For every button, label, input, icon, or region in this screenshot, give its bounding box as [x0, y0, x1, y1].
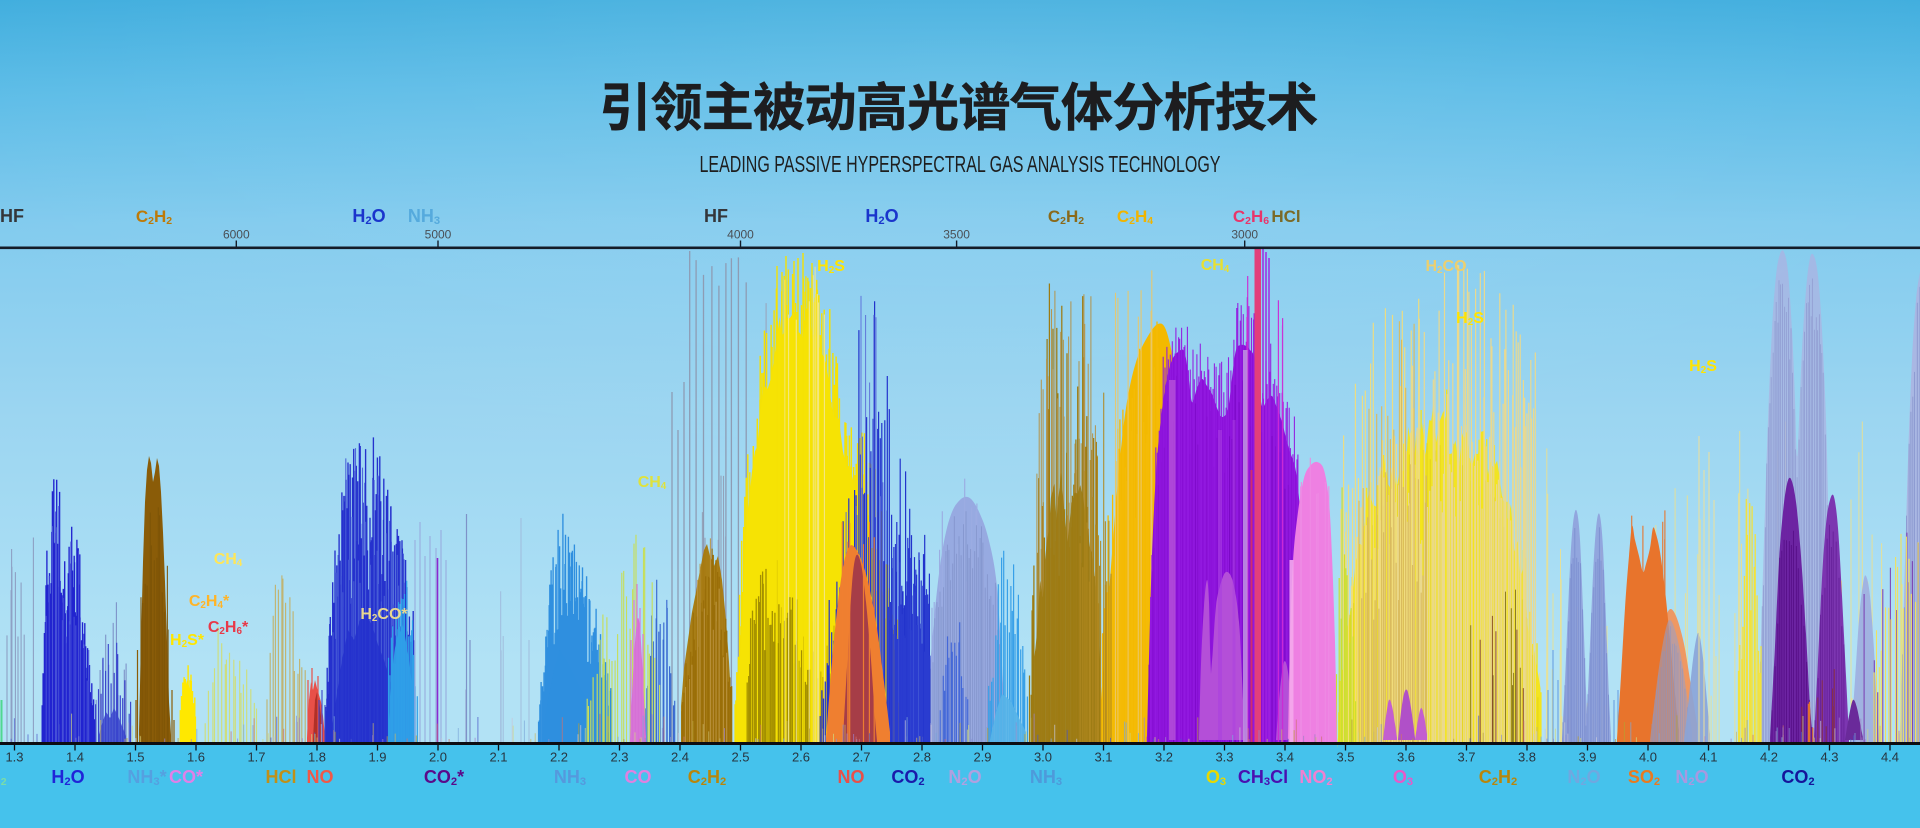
svg-text:H2O: H2O	[865, 206, 898, 227]
svg-text:1.4: 1.4	[66, 750, 84, 765]
svg-text:2.9: 2.9	[973, 750, 991, 765]
svg-text:2.7: 2.7	[852, 750, 870, 765]
svg-text:3.1: 3.1	[1094, 750, 1112, 765]
svg-text:1.7: 1.7	[247, 750, 265, 765]
svg-text:H2S: H2S	[817, 258, 845, 276]
svg-text:2.8: 2.8	[913, 750, 931, 765]
svg-text:NH3*: NH3*	[127, 767, 166, 788]
svg-text:N2O: N2O	[1567, 767, 1600, 788]
svg-text:4.2: 4.2	[1760, 750, 1778, 765]
svg-text:3.2: 3.2	[1155, 750, 1173, 765]
svg-text:2.6: 2.6	[792, 750, 810, 765]
svg-text:CH3Cl: CH3Cl	[1238, 767, 1288, 788]
svg-text:H2S: H2S	[1689, 358, 1717, 376]
svg-text:CH4: CH4	[638, 474, 667, 492]
svg-text:C2H2: C2H2	[136, 207, 172, 227]
svg-text:HCl: HCl	[266, 767, 297, 787]
svg-text:6000: 6000	[223, 228, 250, 242]
svg-text:O2: O2	[0, 768, 7, 788]
svg-text:C2H2: C2H2	[1048, 207, 1084, 227]
svg-text:4.1: 4.1	[1699, 750, 1717, 765]
svg-text:2.1: 2.1	[489, 750, 507, 765]
svg-text:NH3: NH3	[1030, 767, 1062, 788]
svg-text:3.6: 3.6	[1397, 750, 1415, 765]
svg-text:CH4: CH4	[214, 551, 243, 569]
svg-text:LEADING PASSIVE HYPERSPECTRAL: LEADING PASSIVE HYPERSPECTRAL GAS ANALYS…	[700, 151, 1221, 177]
svg-text:1.8: 1.8	[308, 750, 326, 765]
svg-text:5000: 5000	[425, 228, 452, 242]
svg-text:HF: HF	[704, 206, 728, 226]
svg-text:1.5: 1.5	[126, 750, 144, 765]
svg-text:2.3: 2.3	[610, 750, 628, 765]
svg-text:2.4: 2.4	[671, 750, 689, 765]
svg-text:O3: O3	[1206, 767, 1226, 788]
svg-text:3.9: 3.9	[1578, 750, 1596, 765]
svg-text:C2H6*: C2H6*	[208, 619, 249, 637]
svg-text:CO2*: CO2*	[424, 767, 464, 788]
svg-text:1.6: 1.6	[187, 750, 205, 765]
svg-text:C2H6: C2H6	[1233, 207, 1269, 227]
svg-text:NH3: NH3	[408, 206, 440, 227]
svg-text:NO: NO	[838, 767, 865, 787]
svg-text:2.2: 2.2	[550, 750, 568, 765]
svg-text:CO: CO	[625, 767, 652, 787]
svg-text:H2O: H2O	[51, 767, 84, 788]
svg-text:2.5: 2.5	[731, 750, 749, 765]
svg-text:3.5: 3.5	[1336, 750, 1354, 765]
svg-text:4.0: 4.0	[1639, 750, 1657, 765]
svg-text:3500: 3500	[943, 228, 970, 242]
svg-text:HF: HF	[0, 206, 24, 226]
svg-text:H2S: H2S	[1456, 310, 1484, 328]
svg-text:3.8: 3.8	[1518, 750, 1536, 765]
svg-text:3.4: 3.4	[1276, 750, 1294, 765]
svg-text:NH3: NH3	[554, 767, 586, 788]
svg-text:C2H2: C2H2	[688, 767, 726, 788]
svg-text:CO2: CO2	[891, 767, 924, 788]
svg-text:C2H2: C2H2	[1479, 767, 1517, 788]
svg-text:CO2: CO2	[1781, 767, 1814, 788]
svg-text:H2O: H2O	[352, 206, 385, 227]
svg-text:C2H4: C2H4	[1117, 207, 1153, 227]
svg-text:CO*: CO*	[169, 767, 203, 787]
svg-text:1.9: 1.9	[368, 750, 386, 765]
svg-text:2.0: 2.0	[429, 750, 447, 765]
svg-text:H2CO*: H2CO*	[360, 606, 408, 624]
svg-text:3000: 3000	[1231, 228, 1258, 242]
svg-text:4.4: 4.4	[1881, 750, 1899, 765]
svg-text:CH4: CH4	[1201, 257, 1230, 275]
svg-text:NO: NO	[307, 767, 334, 787]
svg-text:3.7: 3.7	[1457, 750, 1475, 765]
svg-text:4000: 4000	[727, 228, 754, 242]
svg-text:3.0: 3.0	[1034, 750, 1052, 765]
svg-text:C2H4*: C2H4*	[189, 593, 230, 611]
svg-text:O3: O3	[1393, 767, 1413, 788]
svg-text:3.3: 3.3	[1215, 750, 1233, 765]
svg-text:SO2: SO2	[1628, 767, 1660, 788]
svg-text:H2S*: H2S*	[170, 632, 205, 650]
svg-text:N2O: N2O	[948, 767, 981, 788]
svg-text:HCl: HCl	[1271, 207, 1300, 226]
svg-text:H2CO: H2CO	[1425, 258, 1466, 276]
svg-text:N2O: N2O	[1675, 767, 1708, 788]
svg-text:4.3: 4.3	[1820, 750, 1838, 765]
svg-text:NO2: NO2	[1299, 767, 1332, 788]
svg-text:1.3: 1.3	[5, 750, 23, 765]
